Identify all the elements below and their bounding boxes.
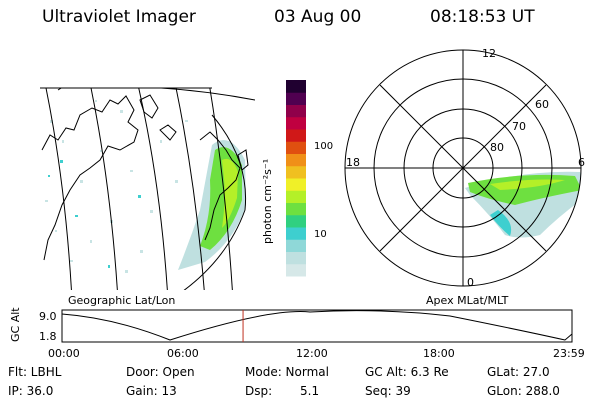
colorbar-swatch (286, 263, 306, 277)
colorbar-swatch (286, 153, 306, 167)
timeline-ymin: 1.8 (39, 330, 57, 343)
mlat-label-70: 70 (512, 120, 526, 133)
timeline-tick-2359: 23:59 (553, 347, 585, 360)
mlt-label-6: 6 (578, 156, 585, 169)
timeline-tick-0000: 00:00 (48, 347, 80, 360)
colorbar-swatch (286, 129, 306, 142)
left-panel-caption: Geographic Lat/Lon (68, 294, 176, 307)
info-seq: Seq: 39 (365, 384, 411, 398)
colorbar-swatch (286, 251, 306, 265)
colorbar-swatch (286, 227, 306, 240)
image-time: 08:18:53 UT (430, 7, 535, 27)
info-glon: GLon: 288.0 (487, 384, 560, 398)
mlt-label-0: 0 (467, 276, 474, 289)
colorbar-tick-10: 10 (314, 229, 327, 240)
coastlines (41, 88, 249, 261)
colorbar-swatch (286, 116, 306, 130)
info-glat: GLat: 27.0 (487, 365, 550, 379)
colorbar-tick-100: 100 (314, 141, 334, 152)
info-dsp-value: 5.1 (300, 384, 320, 398)
colorbar-swatch (286, 190, 306, 203)
colorbar-swatch (286, 214, 306, 228)
mlt-label-12: 12 (482, 47, 496, 60)
colorbar-swatch (286, 239, 306, 252)
timeline-tick-1200: 12:00 (296, 347, 328, 360)
mlt-label-18: 18 (346, 156, 360, 169)
instrument-title: Ultraviolet Imager (42, 7, 196, 27)
colorbar-swatch (286, 92, 306, 105)
colorbar (286, 80, 306, 277)
mlat-label-80: 80 (490, 141, 504, 154)
info-dsp-label: Dsp: (245, 384, 273, 398)
timeline-ymax: 9.0 (39, 310, 57, 323)
mlat-label-60: 60 (535, 98, 549, 111)
timeline-tick-0600: 06:00 (167, 347, 199, 360)
timeline-ylabel: GC Alt (9, 307, 22, 342)
info-gain: Gain: 13 (126, 384, 177, 398)
info-gc-alt: GC Alt: 6.3 Re (365, 365, 449, 379)
colorbar-swatch (286, 104, 306, 118)
colorbar-swatch (286, 165, 306, 179)
colorbar-swatch (286, 80, 306, 93)
info-filter: Flt: LBHL (8, 365, 62, 379)
info-door: Door: Open (126, 365, 195, 379)
info-mode: Mode: Normal (245, 365, 329, 379)
timeline-tick-1800: 18:00 (423, 347, 455, 360)
colorbar-swatch (286, 141, 306, 154)
image-date: 03 Aug 00 (274, 7, 362, 27)
info-ip: IP: 36.0 (8, 384, 54, 398)
colorbar-swatch (286, 202, 306, 216)
right-panel-caption: Apex MLat/MLT (426, 294, 509, 307)
colorbar-swatch (286, 178, 306, 191)
